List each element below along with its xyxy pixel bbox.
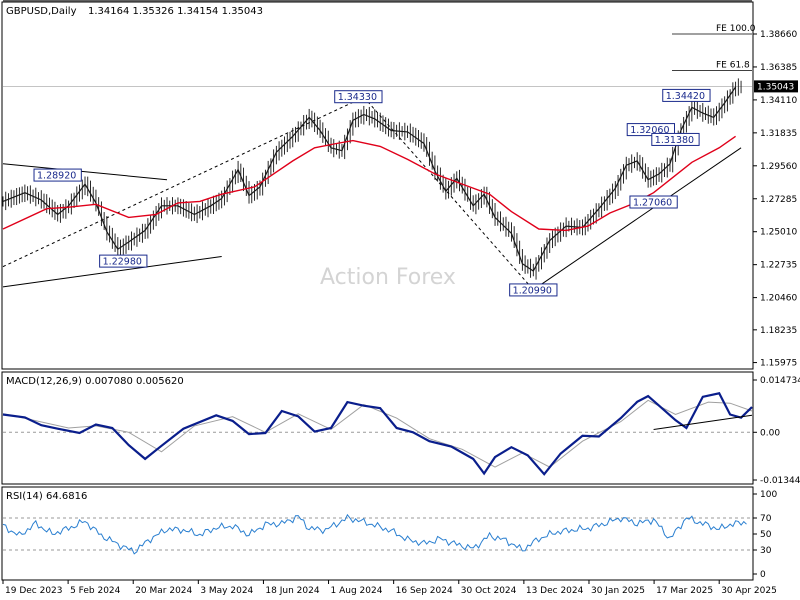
price-tick-label: 1.31835 <box>760 129 797 139</box>
date-tick-label: 30 Jan 2025 <box>591 586 645 596</box>
price-panel: Action Forex FE 61.8 FE 100.0 FE 61.8 1.28… <box>1 0 798 370</box>
price-tick-label: 1.34110 <box>760 96 797 106</box>
price-tick-label: 1.36385 <box>760 63 797 73</box>
price-annotation-box <box>651 132 700 146</box>
last-price-label: 1.35043 <box>757 82 794 92</box>
macd-lines <box>2 392 753 476</box>
rsi-tick-label: 100 <box>760 490 777 500</box>
macd-series-macd <box>2 392 753 476</box>
rsi-panel-frame <box>1 486 754 581</box>
macd-panel: 0.014734 0.00 -0.013442 MACD(12,26,9) 0.00… <box>1 371 800 486</box>
price-annotation-label: 1.20990 <box>513 285 552 296</box>
price-annotation-box <box>509 283 558 297</box>
date-tick-label: 18 Jun 2024 <box>265 586 319 596</box>
macd-title: MACD(12,26,9) 0.007080 0.005620 <box>6 376 184 387</box>
price-tick-label: 1.18235 <box>760 326 797 336</box>
price-annotation-box <box>33 168 82 182</box>
fe-level-label: FE 100.0 <box>716 24 756 34</box>
rsi-tick-label: 70 <box>760 514 772 524</box>
date-tick-label: 30 Apr 2025 <box>721 586 777 596</box>
rsi-series-line <box>2 513 747 555</box>
price-annotation-label: 1.27060 <box>633 198 672 209</box>
price-trendline <box>533 147 742 291</box>
price-annotation-label: 1.34420 <box>666 91 705 102</box>
price-annotation-box <box>629 195 678 209</box>
watermark: Action Forex <box>320 265 456 290</box>
macd-panel-frame <box>1 371 754 485</box>
price-tick-label: 1.15975 <box>760 359 797 369</box>
date-tick-label: 17 Mar 2025 <box>656 586 713 596</box>
date-tick-label: 16 Sep 2024 <box>396 586 453 596</box>
price-annotation-box <box>334 90 383 104</box>
date-tick-label: 5 Feb 2024 <box>70 586 121 596</box>
price-annotation-label: 1.22980 <box>103 257 142 268</box>
fe-level-label: FE 61.8 <box>716 61 750 71</box>
ohlc-label: 1.34164 1.35326 1.34154 1.35043 <box>88 6 263 17</box>
rsi-title: RSI(14) 64.6816 <box>6 491 87 502</box>
price-bars <box>2 78 742 280</box>
price-tick-label: 1.27285 <box>760 195 797 205</box>
price-tick-label: 1.22735 <box>760 261 797 271</box>
price-axis: 1.38660 1.36385 1.34110 1.31835 1.29560 1.272… <box>753 30 798 369</box>
macd-tick-label: 0.014734 <box>760 376 800 386</box>
rsi-panel: 100 70 50 30 0 RSI(14) 64.6816 <box>1 486 777 581</box>
date-tick-label: 19 Dec 2023 <box>5 586 63 596</box>
date-tick-label: 3 May 2024 <box>200 586 253 596</box>
rsi-axis: 100 70 50 30 0 <box>753 490 777 580</box>
price-panel-frame <box>1 1 754 370</box>
price-tick-label: 1.20460 <box>760 294 797 304</box>
date-axis: 19 Dec 2023 5 Feb 2024 20 Mar 2024 3 May 20… <box>2 580 777 596</box>
price-annotation-label: 1.32060 <box>630 125 669 136</box>
date-tick-label: 20 Mar 2024 <box>135 586 192 596</box>
price-tick-label: 1.38660 <box>760 30 797 40</box>
macd-axis: 0.014734 0.00 -0.013442 <box>753 376 800 486</box>
fe-level-label: FE 61.8 <box>719 0 753 1</box>
price-annotation-label: 1.34330 <box>338 92 377 103</box>
price-tick-label: 1.29560 <box>760 162 797 172</box>
rsi-lines <box>2 513 747 555</box>
price-trendline <box>2 163 168 181</box>
price-trendline <box>2 255 222 288</box>
rsi-tick-label: 30 <box>760 546 772 556</box>
price-close-line <box>2 86 737 272</box>
price-annotation-box <box>662 88 711 102</box>
macd-tick-label: -0.013442 <box>760 476 800 486</box>
rsi-levels <box>3 517 752 551</box>
price-tick-label: 1.25010 <box>760 228 797 238</box>
price-annotation-label: 1.31380 <box>655 135 694 146</box>
price-annotations: 1.28920 1.22980 1.34330 1.20990 1.32060 1.270… <box>33 88 711 297</box>
price-annotation-box <box>626 123 676 137</box>
rsi-tick-label: 50 <box>760 530 772 540</box>
macd-series-signal <box>2 399 753 468</box>
macd-trendline <box>653 414 753 430</box>
price-annotation-box <box>99 254 148 268</box>
symbol-label: GBPUSD,Daily <box>6 6 77 17</box>
fibonacci-levels: FE 61.8 FE 100.0 FE 61.8 <box>3 0 756 87</box>
price-annotation-label: 1.28920 <box>37 171 76 182</box>
rsi-tick-label: 0 <box>760 570 766 580</box>
date-tick-label: 30 Oct 2024 <box>461 586 517 596</box>
date-tick-label: 1 Aug 2024 <box>331 586 383 596</box>
date-tick-label: 13 Dec 2024 <box>526 586 584 596</box>
macd-tick-label: 0.00 <box>760 428 780 438</box>
last-price-marker <box>754 80 798 93</box>
